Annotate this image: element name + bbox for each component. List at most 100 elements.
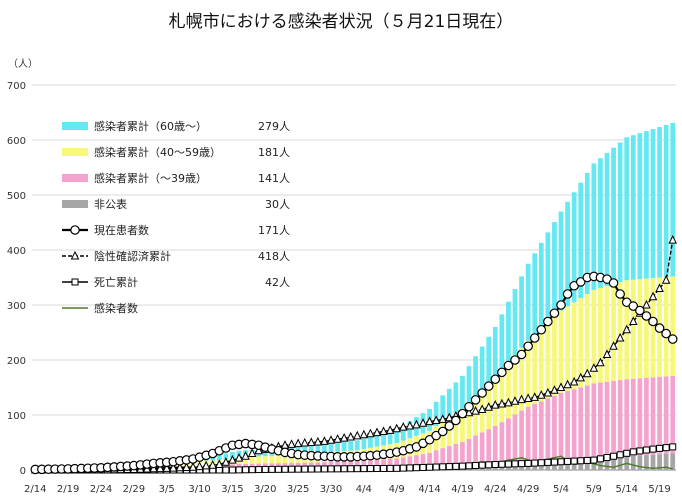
data-point-death	[498, 460, 506, 468]
data-point-negative	[188, 462, 198, 471]
data-point-negative	[392, 423, 402, 433]
bar-age-0-39	[440, 448, 446, 468]
data-point-negative	[208, 460, 218, 469]
bar-age-0-39	[598, 382, 603, 458]
y-axis: 0 100 200 300 400 500 600 700	[7, 81, 26, 477]
bar-age-0-39	[657, 376, 662, 455]
bar-unknown	[630, 455, 636, 470]
data-point-death	[583, 456, 591, 464]
bar-age-40-59	[578, 298, 584, 388]
data-point-current	[444, 421, 455, 431]
data-point-negative	[306, 437, 316, 446]
data-point-negative	[168, 462, 178, 472]
bar-age-0-39	[552, 395, 557, 460]
data-point-death	[669, 443, 677, 451]
data-point-current	[529, 333, 540, 343]
bar-age-40-59	[282, 455, 288, 464]
bar-age-0-39	[630, 378, 636, 456]
data-point-death	[399, 464, 407, 472]
data-point-death	[419, 463, 427, 471]
bar-age-60-plus	[479, 346, 485, 390]
data-point-current	[536, 324, 547, 335]
bar-age-60-plus	[216, 454, 222, 461]
data-point-death	[610, 452, 618, 460]
data-point-negative	[589, 363, 599, 372]
bar-age-40-59	[276, 455, 281, 464]
bar-age-0-39	[670, 375, 676, 454]
bar-age-0-39	[525, 406, 531, 462]
legend-marker	[70, 225, 80, 235]
data-point-negative	[320, 436, 329, 445]
bar-age-60-plus	[584, 173, 590, 294]
bar-age-60-plus	[558, 211, 564, 311]
bar-age-60-plus	[387, 431, 393, 445]
bar-age-0-39	[624, 379, 630, 457]
bar-age-60-plus	[617, 142, 623, 283]
bar-age-0-39	[545, 398, 551, 461]
data-point-negative	[228, 454, 237, 464]
legend-label: 感染者数	[94, 301, 138, 315]
data-point-death	[281, 465, 289, 473]
bar-age-0-39	[604, 381, 610, 458]
legend-marker	[70, 250, 80, 260]
bar-age-0-39	[420, 454, 426, 470]
bar-age-40-59	[506, 362, 511, 419]
data-point-death	[656, 444, 664, 452]
bar-age-0-39	[506, 418, 511, 464]
bar-age-0-39	[473, 435, 478, 466]
x-tick-label: 3/25	[287, 484, 309, 495]
data-point-death	[366, 465, 374, 473]
bar-age-60-plus	[486, 336, 492, 383]
bar-age-60-plus	[538, 242, 544, 329]
data-point-death	[301, 465, 309, 473]
data-point-death	[334, 465, 342, 473]
data-point-death	[274, 465, 282, 473]
data-point-death	[406, 464, 414, 472]
data-point-current	[667, 334, 678, 344]
data-point-negative	[628, 316, 638, 325]
data-point-death	[235, 466, 243, 474]
x-tick-label: 4/19	[451, 484, 473, 495]
data-point-death	[445, 463, 453, 471]
data-point-current	[510, 355, 520, 365]
data-point-current	[654, 323, 665, 333]
data-point-negative	[372, 427, 382, 437]
data-point-death	[320, 465, 328, 473]
bar-age-60-plus	[578, 182, 584, 299]
data-point-current	[628, 301, 639, 311]
bar-unknown	[637, 455, 643, 470]
data-point-negative	[582, 368, 592, 378]
y-tick-label: 100	[7, 411, 26, 422]
data-point-negative	[247, 448, 257, 457]
bar-age-0-39	[460, 441, 465, 467]
bar-age-60-plus	[433, 401, 439, 426]
bar-age-60-plus	[512, 289, 518, 356]
bar-age-40-59	[453, 413, 459, 444]
bar-age-0-39	[394, 458, 400, 470]
data-point-negative	[471, 406, 480, 415]
bar-age-60-plus	[361, 438, 367, 450]
bar-age-60-plus	[670, 122, 676, 277]
data-point-negative	[504, 397, 513, 407]
data-point-negative	[543, 387, 553, 397]
bar-age-60-plus	[466, 366, 472, 403]
data-point-negative	[497, 398, 507, 408]
data-point-current	[635, 305, 645, 316]
data-point-death	[564, 457, 572, 465]
bar-age-60-plus	[460, 375, 465, 409]
x-tick-label: 4/24	[484, 484, 506, 495]
y-axis-unit: （人）	[8, 58, 38, 70]
bar-age-40-59	[552, 316, 557, 396]
bar-unknown	[644, 455, 649, 470]
legend-value: 42人	[265, 276, 290, 289]
data-point-negative	[609, 341, 618, 350]
y-tick-label: 0	[20, 466, 26, 477]
bar-age-0-39	[571, 389, 577, 459]
data-point-death	[636, 447, 644, 455]
data-point-death	[327, 465, 335, 473]
data-point-current	[562, 289, 573, 299]
data-point-negative	[536, 390, 546, 399]
bar-age-40-59	[598, 287, 603, 383]
bar-age-60-plus	[630, 135, 636, 280]
bar-age-60-plus	[506, 301, 511, 363]
